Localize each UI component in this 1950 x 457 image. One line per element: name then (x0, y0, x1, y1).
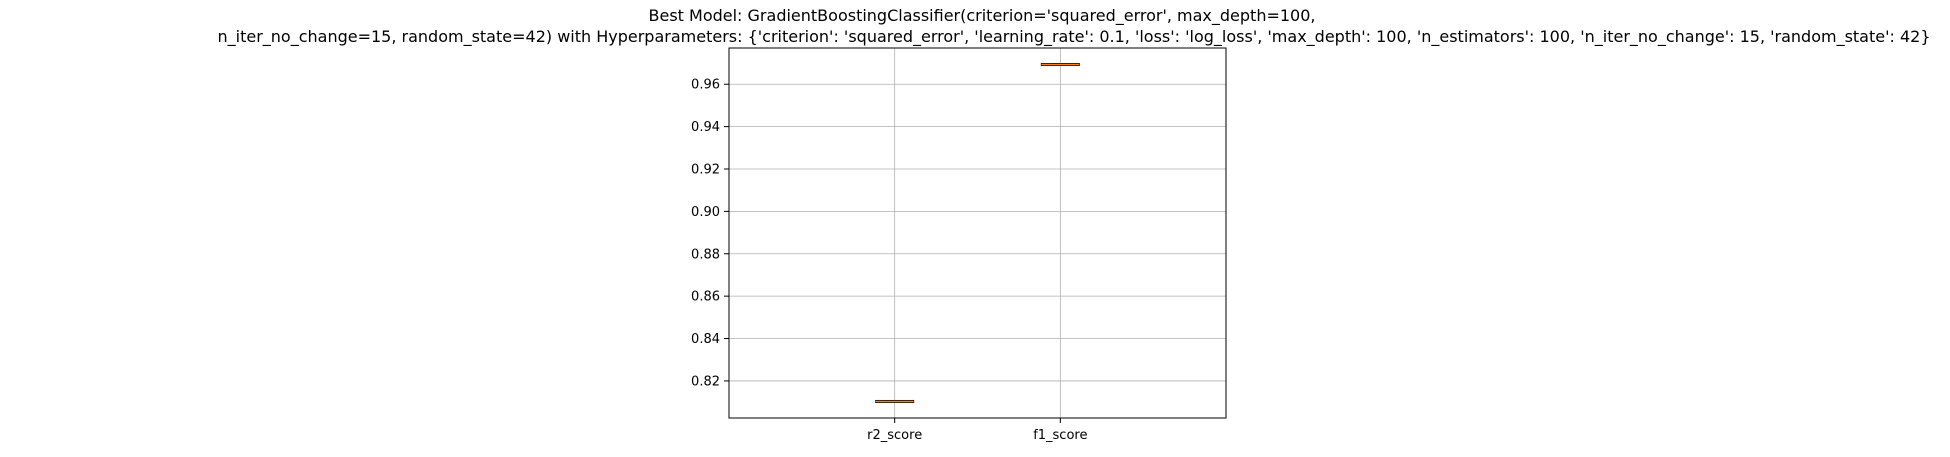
x-tick-label: f1_score (1033, 428, 1087, 443)
y-tick-label: 0.90 (691, 205, 720, 220)
y-tick-label: 0.92 (691, 163, 720, 178)
y-tick-label: 0.84 (691, 332, 720, 347)
x-tick-label: r2_score (867, 428, 922, 443)
y-tick-label: 0.94 (691, 120, 720, 135)
axis-ticks: 0.82 0.84 0.86 0.88 0.90 0.92 0.94 0.96 r2_score… (691, 78, 1087, 443)
chart-title-line-1: Best Model: GradientBoostingClassifier(c… (649, 6, 1316, 26)
grid-lines (729, 48, 1226, 418)
plot-area-frame (728, 47, 1227, 419)
y-tick-label: 0.86 (691, 290, 720, 305)
plot-marks (875, 63, 1080, 403)
y-tick-label: 0.82 (691, 374, 720, 389)
y-tick-label: 0.96 (691, 78, 720, 93)
y-tick-label: 0.88 (691, 247, 720, 262)
chart-title-line-2: n_iter_no_change=15, random_state=42) wi… (217, 27, 1930, 47)
